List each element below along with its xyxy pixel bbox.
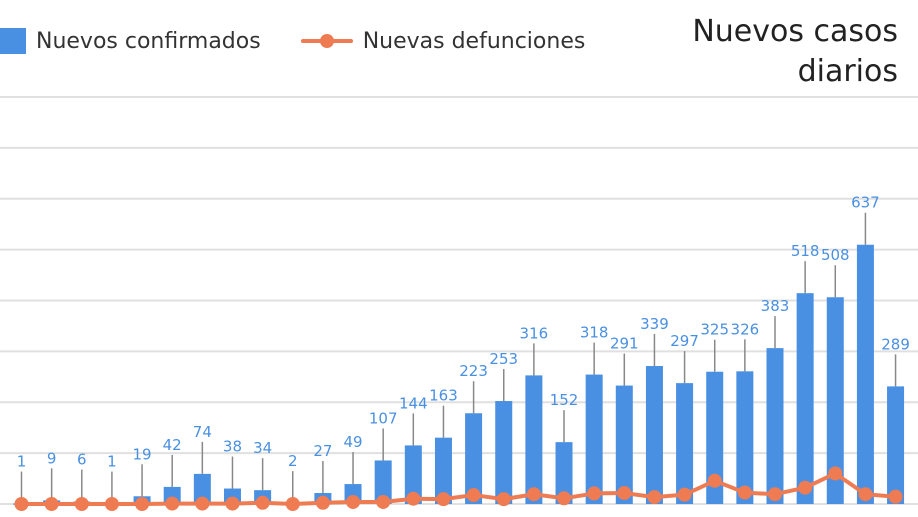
legend-swatch-line <box>300 28 353 54</box>
line-series <box>14 466 903 511</box>
data-label: 289 <box>881 335 910 353</box>
deaths-point <box>587 486 602 501</box>
data-label: 42 <box>163 436 182 454</box>
data-label: 325 <box>700 321 729 339</box>
bar <box>856 244 874 504</box>
deaths-point <box>677 487 692 502</box>
deaths-point <box>888 489 903 504</box>
bar <box>796 293 814 504</box>
error-bars <box>20 212 897 504</box>
bar <box>766 348 784 504</box>
data-label: 1 <box>17 453 27 471</box>
data-label: 518 <box>791 242 820 260</box>
data-label: 9 <box>47 449 57 467</box>
bar <box>404 445 422 504</box>
data-label: 74 <box>193 423 212 441</box>
bar <box>645 366 663 504</box>
data-label: 316 <box>520 324 549 342</box>
bar <box>676 383 694 504</box>
bar <box>193 473 211 504</box>
chart-title-line-2: diarios <box>797 54 898 89</box>
data-label: 27 <box>313 442 332 460</box>
bar <box>434 437 452 504</box>
deaths-point <box>768 487 782 502</box>
deaths-point <box>526 487 541 502</box>
bar <box>374 460 392 504</box>
legend: Nuevos confirmados Nuevas defunciones <box>0 28 625 54</box>
deaths-point <box>707 473 722 488</box>
deaths-point <box>14 497 29 511</box>
deaths-point <box>165 496 180 511</box>
legend-swatch-bars <box>0 28 26 54</box>
data-label: 297 <box>670 332 699 350</box>
deaths-point <box>496 492 511 507</box>
legend-item-confirmed[interactable]: Nuevos confirmados <box>0 28 261 54</box>
data-label: 6 <box>77 451 87 469</box>
deaths-point <box>828 466 843 481</box>
deaths-point <box>104 497 119 511</box>
bar <box>495 401 513 504</box>
deaths-point <box>255 495 270 510</box>
bar <box>555 442 573 504</box>
bar <box>736 371 754 504</box>
legend-label-confirmed: Nuevos confirmados <box>36 28 261 54</box>
data-label: 508 <box>821 246 850 264</box>
bar <box>826 297 844 504</box>
deaths-point <box>135 497 150 511</box>
data-label: 19 <box>133 445 152 463</box>
deaths-point <box>346 494 361 509</box>
deaths-point <box>225 496 240 511</box>
deaths-point <box>798 480 813 495</box>
data-label: 326 <box>731 320 760 338</box>
bar-series <box>13 244 905 505</box>
data-label: 291 <box>610 335 639 353</box>
data-label: 152 <box>550 391 579 409</box>
deaths-point <box>436 492 451 507</box>
deaths-point <box>737 485 752 500</box>
deaths-point <box>44 497 59 511</box>
data-label: 2 <box>288 452 298 470</box>
data-label: 383 <box>761 297 790 315</box>
data-label: 38 <box>223 438 242 456</box>
bar <box>615 385 633 504</box>
legend-label-deaths: Nuevas defunciones <box>362 28 586 54</box>
chart-title-line-1: Nuevos casos <box>692 14 898 49</box>
deaths-point <box>406 491 421 506</box>
data-label: 163 <box>429 387 458 405</box>
data-label: 1 <box>107 453 117 471</box>
legend-item-deaths[interactable]: Nuevas defunciones <box>300 28 586 54</box>
deaths-point <box>376 494 391 509</box>
deaths-line <box>21 471 896 506</box>
data-label: 144 <box>399 394 428 412</box>
grid <box>0 96 918 505</box>
data-label: 339 <box>640 315 669 333</box>
deaths-point <box>557 491 572 506</box>
data-label: 637 <box>851 194 880 212</box>
data-label: 253 <box>489 350 518 368</box>
deaths-point <box>195 496 210 511</box>
data-label: 318 <box>580 324 609 342</box>
bar <box>887 386 905 504</box>
data-label: 107 <box>369 409 398 427</box>
deaths-point <box>647 490 662 505</box>
bar <box>525 375 543 504</box>
data-label: 223 <box>459 362 488 380</box>
chart-title: Nuevos casos diarios <box>638 12 898 92</box>
bar <box>706 371 724 504</box>
data-label: 34 <box>253 439 272 457</box>
deaths-point <box>466 488 481 503</box>
deaths-point <box>617 486 632 501</box>
data-label: 49 <box>343 433 362 451</box>
deaths-point <box>285 497 300 511</box>
bar <box>465 413 483 504</box>
deaths-point <box>74 497 89 511</box>
deaths-point <box>858 487 873 502</box>
deaths-point <box>315 495 330 510</box>
bar <box>585 374 603 504</box>
